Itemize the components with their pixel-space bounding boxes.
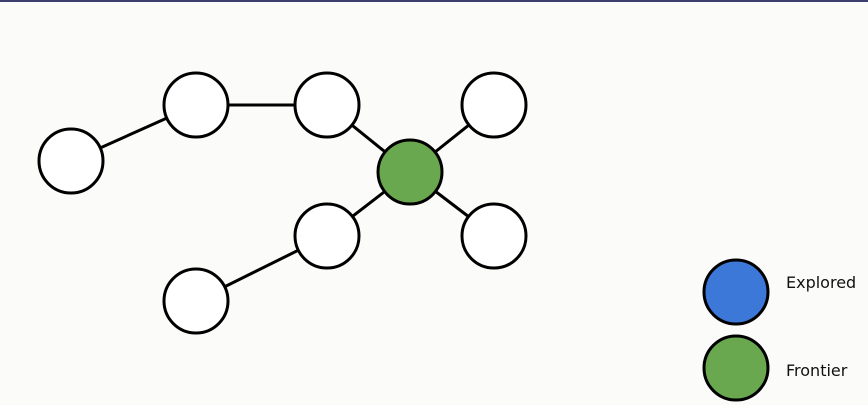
graph-node-frontier [376, 138, 444, 206]
graph-node [460, 202, 528, 270]
graph-node [293, 202, 361, 270]
edges [70, 103, 495, 303]
nodes [37, 71, 528, 335]
top-divider [0, 0, 868, 2]
graph-node [37, 127, 105, 195]
legend-label-frontier: Frontier [786, 361, 848, 380]
graph-node [162, 267, 230, 335]
legend-swatch-explored [702, 258, 770, 326]
legend-swatch-frontier [702, 334, 770, 402]
graph-node [460, 71, 528, 139]
legend: Explored Frontier [702, 258, 856, 402]
legend-label-explored: Explored [786, 273, 856, 292]
graph-node [293, 71, 361, 139]
graph-node [162, 71, 230, 139]
